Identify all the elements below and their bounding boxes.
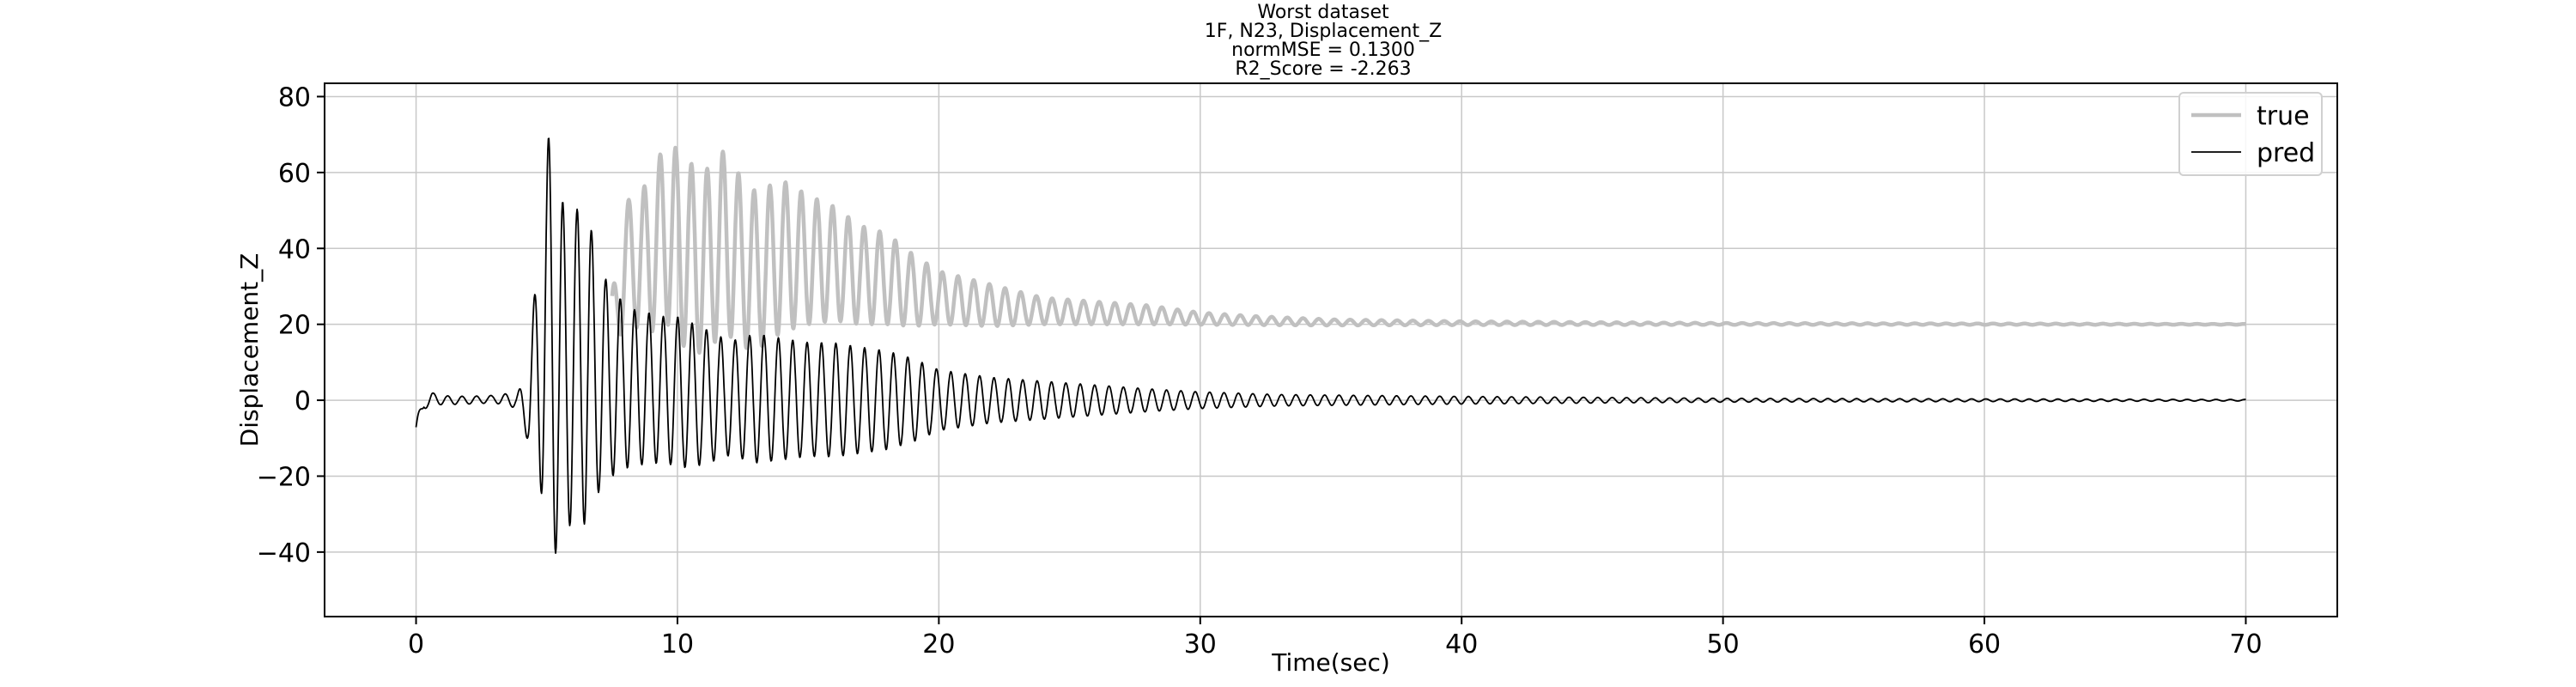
y-tick-label: 40 (278, 234, 311, 264)
x-tick-label: 0 (408, 629, 424, 660)
x-axis-label: Time(sec) (1271, 648, 1390, 677)
chart-title: Worst dataset 1F, N23, Displacement_Z no… (1205, 2, 1442, 80)
plot-frame (324, 82, 2338, 617)
grid (325, 83, 2337, 617)
x-tick-label: 20 (922, 629, 955, 660)
title-line-4: R2_Score = -2.263 (1235, 58, 1411, 80)
x-tick-label: 60 (1968, 629, 2001, 660)
x-tick-label: 30 (1184, 629, 1217, 660)
y-tick-label: −20 (257, 462, 311, 492)
title-line-1: Worst dataset (1257, 2, 1389, 23)
x-tick-label: 50 (1707, 629, 1740, 660)
legend: true pred (2178, 92, 2323, 176)
ticks: 0 10 20 30 40 50 60 70 −40 −20 0 20 40 60 80 (257, 82, 2263, 660)
y-tick-label: 80 (278, 82, 311, 112)
x-tick-label: 70 (2229, 629, 2262, 660)
y-axis-label: Displacement_Z (235, 253, 264, 447)
title-line-3: normMSE = 0.1300 (1231, 40, 1415, 61)
series-line-true (610, 145, 2248, 356)
legend-label-true: true (2257, 101, 2310, 131)
series-layer (415, 137, 2248, 554)
x-tick-label: 10 (661, 629, 694, 660)
y-tick-label: 60 (278, 159, 311, 189)
y-tick-label: −40 (257, 538, 311, 568)
x-tick-label: 40 (1445, 629, 1478, 660)
y-tick-label: 0 (295, 386, 311, 416)
y-tick-label: 20 (278, 311, 311, 341)
title-line-2: 1F, N23, Displacement_Z (1205, 21, 1442, 42)
series-line-pred (415, 137, 2246, 554)
legend-label-pred: pred (2257, 138, 2315, 168)
